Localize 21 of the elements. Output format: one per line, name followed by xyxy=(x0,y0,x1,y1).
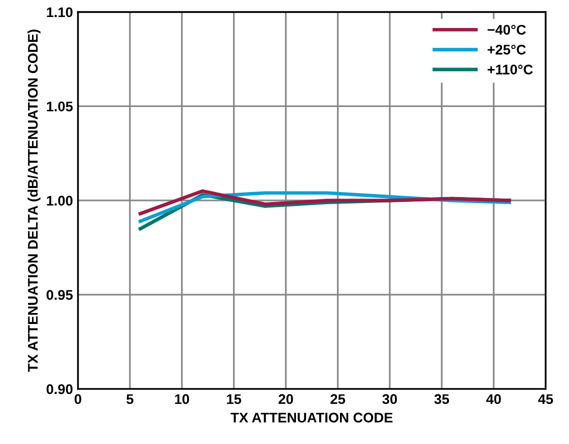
legend-label: +25°C xyxy=(488,44,526,55)
y-tick-label: 1.10 xyxy=(46,7,73,18)
x-tick-label: 45 xyxy=(538,394,554,404)
x-tick-label: 30 xyxy=(382,394,397,404)
legend-label: −40°C xyxy=(488,24,526,35)
legend-label: +110°C xyxy=(488,64,533,74)
x-tick-label: 25 xyxy=(330,394,346,404)
x-tick-label: 15 xyxy=(227,394,242,404)
x-tick-label: 5 xyxy=(126,394,134,404)
x-axis-title: TX ATTENUATION CODE xyxy=(230,412,393,423)
y-tick-label: 0.95 xyxy=(46,290,73,300)
x-tick-label: 35 xyxy=(434,394,450,404)
y-axis-title: TX ATTENUATION DELTA (dB/ATTENUATION CODE) xyxy=(28,30,41,372)
x-tick-label: 40 xyxy=(486,394,501,404)
x-tick-label: 0 xyxy=(74,394,82,404)
y-tick-label: 1.00 xyxy=(46,196,73,206)
line-series xyxy=(138,189,512,216)
x-tick-label: 20 xyxy=(278,394,293,404)
y-tick-label: 1.05 xyxy=(46,102,73,112)
x-tick-label: 10 xyxy=(175,394,190,404)
y-tick-label: 0.90 xyxy=(46,384,73,394)
